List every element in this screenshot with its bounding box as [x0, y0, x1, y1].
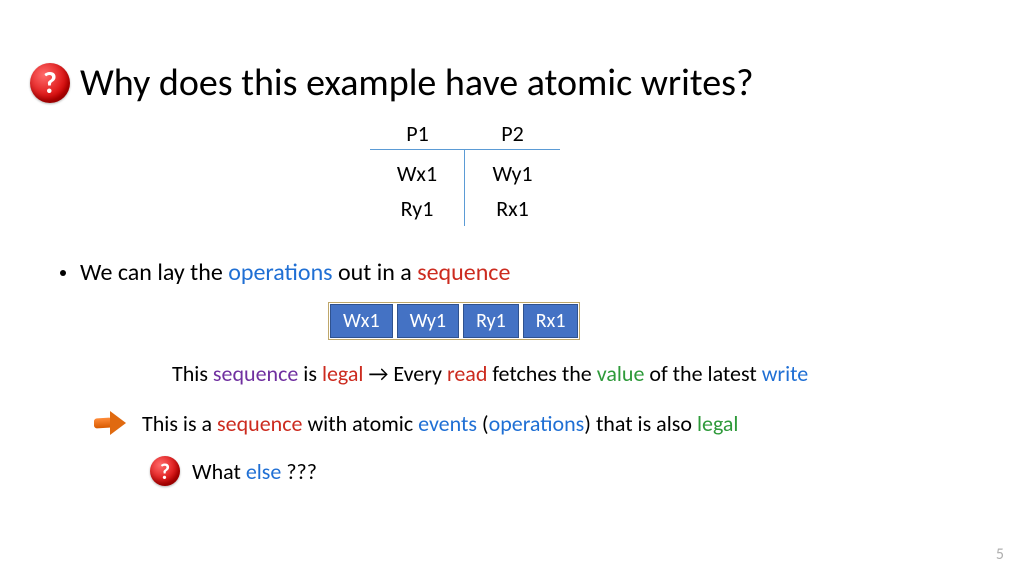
what-else-line: ? What else ??? — [150, 456, 317, 486]
word-legal: legal — [697, 410, 739, 437]
text: ??? — [281, 458, 317, 485]
cell: Wy1 — [465, 156, 560, 191]
bullet-icon — [60, 270, 66, 276]
arrow-icon — [90, 408, 130, 438]
sequence-boxes: Wx1 Wy1 Ry1 Rx1 — [328, 302, 580, 340]
text: We can lay the — [80, 258, 228, 287]
col-header-p2: P2 — [465, 118, 560, 149]
cell: Wx1 — [370, 156, 464, 191]
seq-box: Rx1 — [523, 304, 579, 338]
legal-sequence-line: This sequence is legal → Every read fetc… — [172, 360, 808, 387]
atomic-events-line: This is a sequence with atomic events (o… — [90, 408, 738, 438]
word-sequence: sequence — [217, 410, 302, 437]
table-header: P1 P2 — [370, 118, 560, 150]
word-else: else — [246, 458, 282, 485]
text: of the latest — [644, 360, 761, 387]
slide-number: 5 — [996, 545, 1004, 564]
cell: Ry1 — [370, 191, 464, 226]
seq-box: Wx1 — [330, 304, 393, 338]
text: ( — [477, 410, 489, 437]
text: This — [172, 360, 213, 387]
word-sequence: sequence — [213, 360, 298, 387]
slide-title: Why does this example have atomic writes… — [80, 60, 754, 106]
text: This is a — [142, 410, 217, 437]
word-read: read — [447, 360, 487, 387]
col-header-p1: P1 — [370, 118, 465, 149]
bullet-line: We can lay the operations out in a seque… — [60, 258, 510, 287]
seq-box: Ry1 — [463, 304, 519, 338]
word-sequence: sequence — [417, 258, 510, 287]
text: What — [192, 458, 246, 485]
word-operations: operations — [489, 410, 585, 437]
question-icon: ? — [30, 63, 70, 103]
title-row: ? Why does this example have atomic writ… — [30, 60, 754, 106]
text: ) that is also — [584, 410, 697, 437]
word-value: value — [597, 360, 645, 387]
text: Every — [393, 360, 447, 387]
text: fetches the — [487, 360, 596, 387]
process-table: P1 P2 Wx1 Ry1 Wy1 Rx1 — [370, 118, 560, 226]
table-col-p1: Wx1 Ry1 — [370, 150, 465, 226]
text: out in a — [333, 258, 418, 287]
seq-box: Wy1 — [397, 304, 459, 338]
arrow-glyph: → — [363, 360, 393, 387]
text: with atomic — [302, 410, 418, 437]
word-operations: operations — [228, 258, 332, 287]
table-col-p2: Wy1 Rx1 — [465, 150, 560, 226]
cell: Rx1 — [465, 191, 560, 226]
text: is — [298, 360, 322, 387]
word-events: events — [418, 410, 477, 437]
word-legal: legal — [322, 360, 364, 387]
word-write: write — [762, 360, 809, 387]
question-icon: ? — [150, 456, 180, 486]
